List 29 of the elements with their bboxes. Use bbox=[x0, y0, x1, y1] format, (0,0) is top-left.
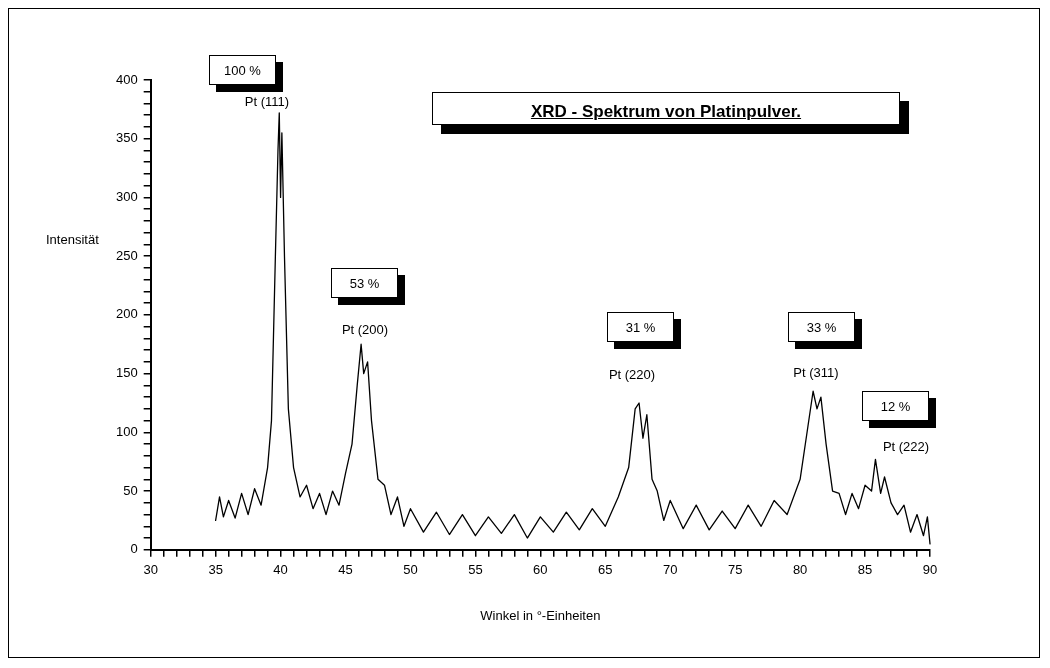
y-tick-label: 200 bbox=[115, 306, 138, 322]
annotation: Pt (311) bbox=[793, 364, 839, 380]
y-tick-label: 400 bbox=[115, 71, 138, 87]
x-tick-label: 65 bbox=[598, 562, 613, 578]
y-tick-label: 50 bbox=[123, 482, 138, 498]
annotation: Pt (222) bbox=[882, 438, 930, 454]
y-tick-label: 250 bbox=[115, 247, 138, 263]
y-tick-label: 150 bbox=[115, 365, 138, 381]
annotation: Pt (111) bbox=[244, 93, 290, 109]
x-tick-label: 40 bbox=[273, 562, 288, 578]
x-tick-label: 55 bbox=[468, 562, 483, 578]
x-axis-title: Winkel in °-Einheiten bbox=[480, 607, 601, 623]
x-tick-label: 80 bbox=[792, 562, 808, 578]
x-tick-label: 75 bbox=[727, 562, 743, 578]
x-tick-label: 50 bbox=[403, 562, 418, 578]
y-tick-label: 300 bbox=[115, 189, 138, 205]
x-tick-label: 60 bbox=[533, 562, 548, 578]
y-tick-label: 350 bbox=[115, 130, 138, 146]
annotation: Pt (220) bbox=[608, 366, 656, 382]
annotation: Pt (200) bbox=[341, 321, 389, 337]
y-tick-label: 100 bbox=[115, 423, 138, 439]
y-axis-title: Intensität bbox=[46, 231, 100, 247]
x-tick-label: 30 bbox=[143, 562, 158, 578]
y-tick-label: 0 bbox=[130, 541, 138, 557]
x-tick-label: 70 bbox=[663, 562, 678, 578]
x-tick-label: 45 bbox=[338, 562, 353, 578]
x-tick-label: 90 bbox=[922, 562, 938, 578]
x-tick-label: 85 bbox=[857, 562, 873, 578]
x-tick-label: 35 bbox=[208, 562, 223, 578]
